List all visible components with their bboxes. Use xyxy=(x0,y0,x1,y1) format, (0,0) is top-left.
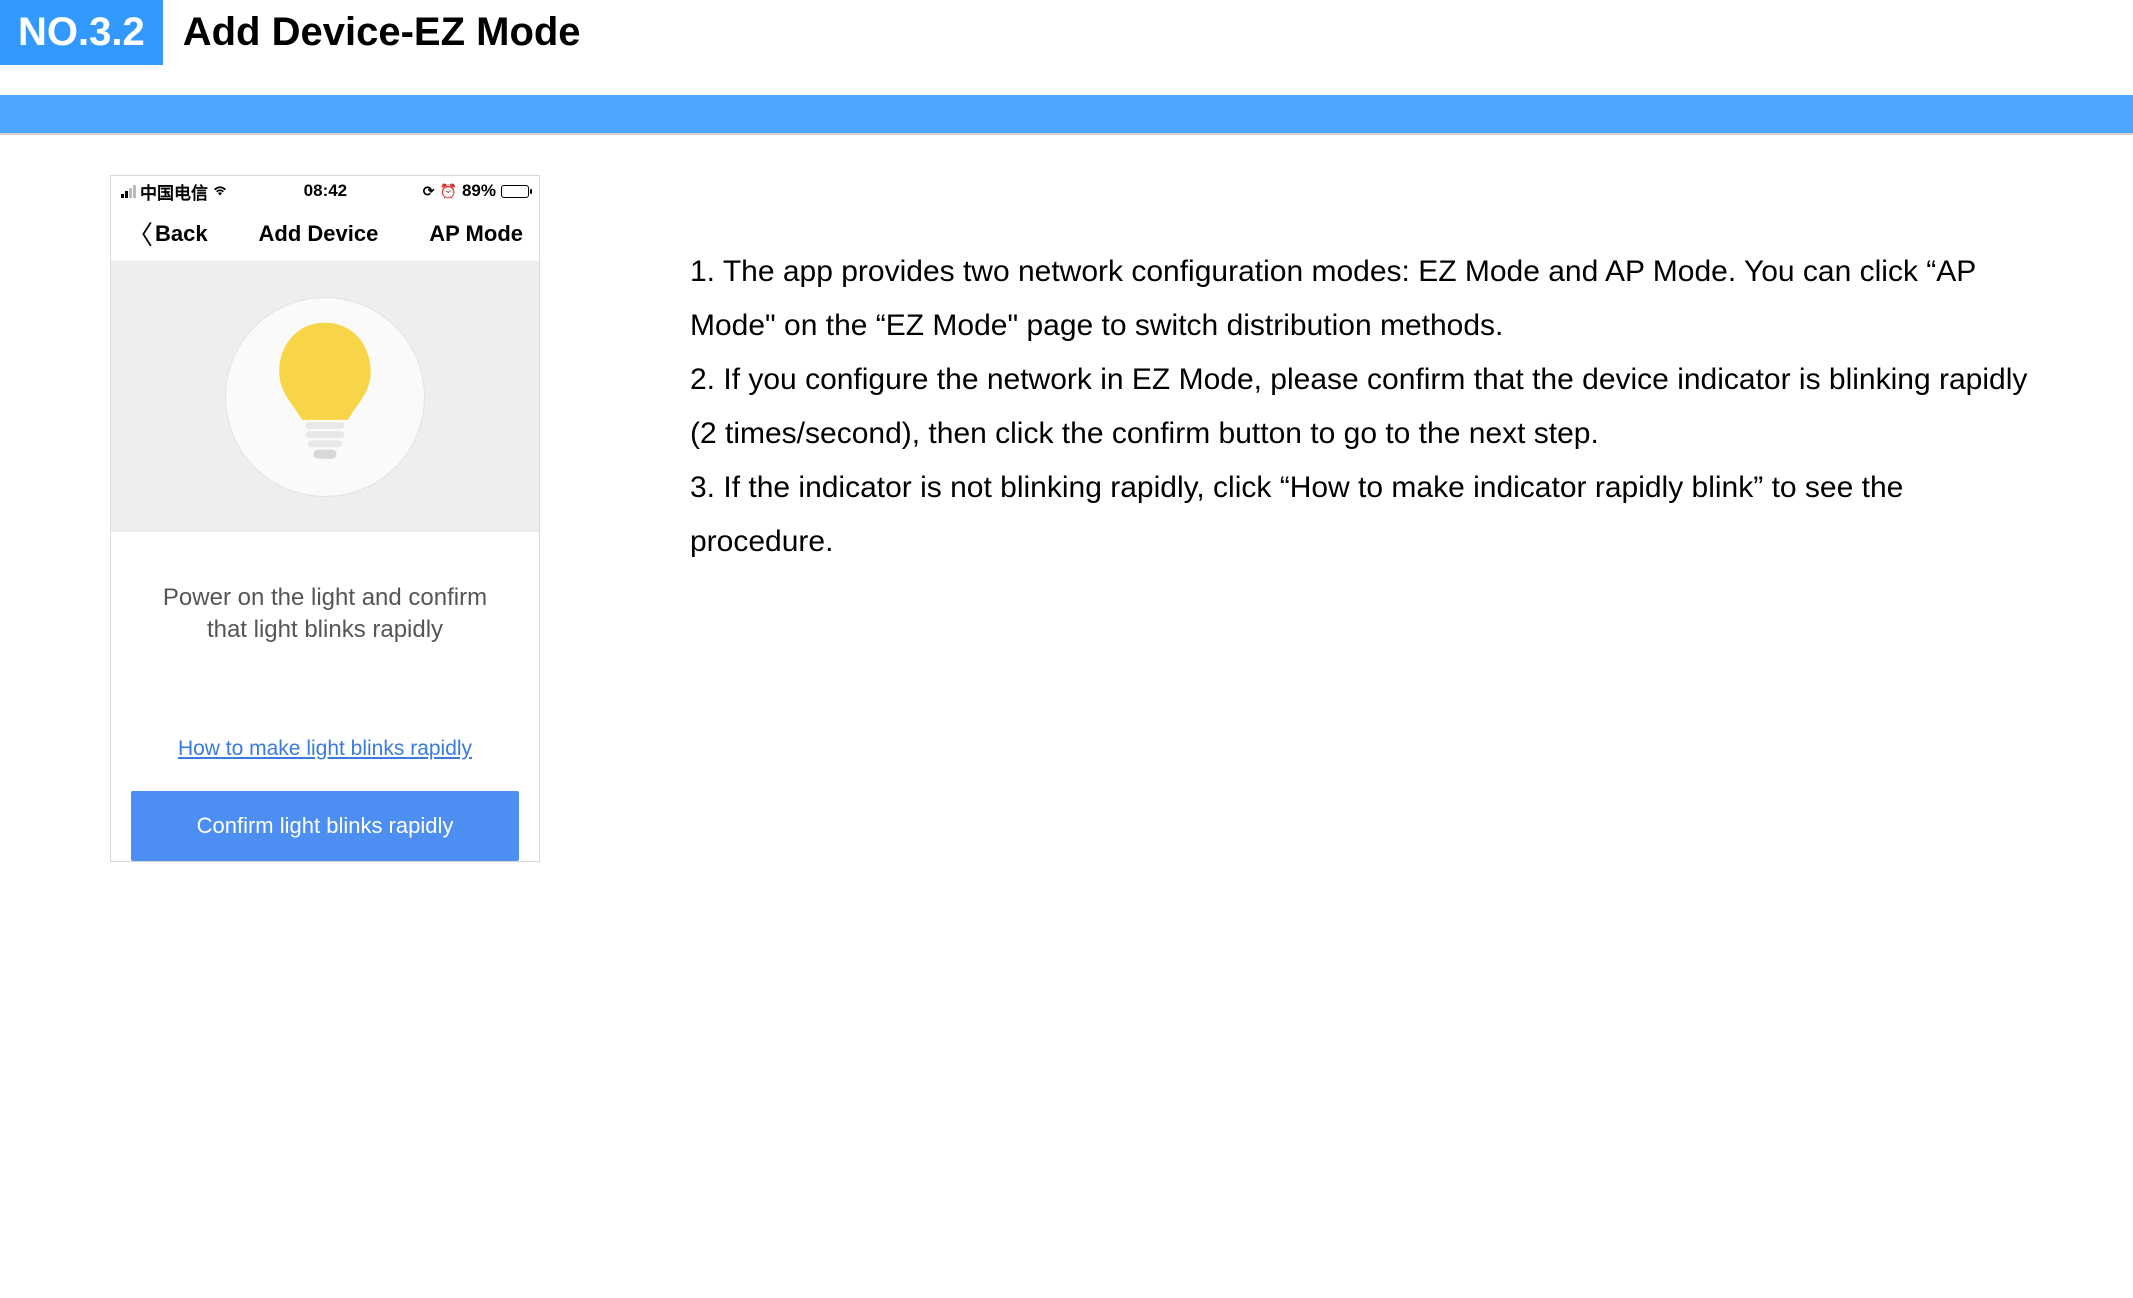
help-link[interactable]: How to make light blinks rapidly xyxy=(178,737,472,760)
paragraph-1: 1. The app provides two network configur… xyxy=(690,245,2053,353)
section-header: NO.3.2 Add Device-EZ Mode xyxy=(0,0,2133,65)
battery-pct: 89% xyxy=(462,181,496,201)
phone-mockup: 中国电信 08:42 ⟳ ⏰ 89% 〈 Bac xyxy=(110,175,540,862)
carrier-label: 中国电信 xyxy=(140,179,208,204)
paragraph-2: 2. If you configure the network in EZ Mo… xyxy=(690,353,2053,461)
paragraph-3: 3. If the indicator is not blinking rapi… xyxy=(690,461,2053,569)
description-column: 1. The app provides two network configur… xyxy=(650,175,2133,862)
divider-bar xyxy=(0,95,2133,135)
back-button[interactable]: 〈 Back xyxy=(127,215,208,252)
wifi-icon xyxy=(212,185,228,197)
status-bar: 中国电信 08:42 ⟳ ⏰ 89% xyxy=(111,176,539,206)
signal-icon xyxy=(121,185,136,198)
bulb-icon xyxy=(265,317,385,477)
instruction-area: Power on the light and confirm that ligh… xyxy=(111,532,539,677)
back-label: Back xyxy=(155,221,208,247)
battery-icon xyxy=(501,185,529,198)
section-number-badge: NO.3.2 xyxy=(0,0,163,65)
nav-title: Add Device xyxy=(259,221,379,247)
alarm-icon: ⏰ xyxy=(440,183,457,200)
status-time: 08:42 xyxy=(304,181,347,201)
ap-mode-button[interactable]: AP Mode xyxy=(429,221,523,247)
instruction-text: Power on the light and confirm that ligh… xyxy=(141,582,509,647)
section-title: Add Device-EZ Mode xyxy=(163,0,601,65)
confirm-button[interactable]: Confirm light blinks rapidly xyxy=(131,791,519,861)
chevron-left-icon: 〈 xyxy=(127,215,153,252)
bulb-illustration-area xyxy=(111,262,539,532)
orientation-lock-icon: ⟳ xyxy=(423,183,435,200)
bulb-circle xyxy=(225,297,425,497)
nav-bar: 〈 Back Add Device AP Mode xyxy=(111,206,539,262)
